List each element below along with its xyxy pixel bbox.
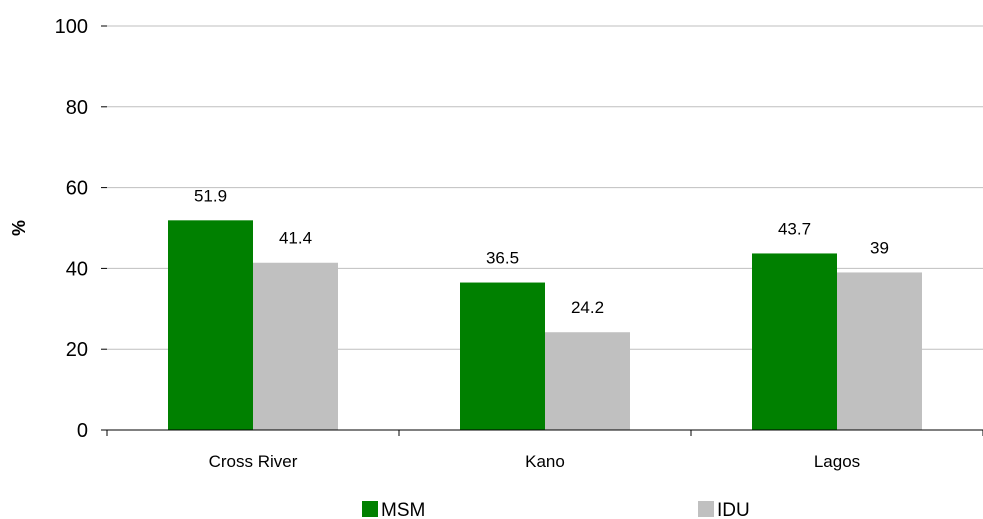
legend-label-msm: MSM	[381, 500, 425, 519]
legend-swatch-msm	[362, 501, 378, 517]
y-tick-label: 40	[66, 258, 88, 280]
y-tick-label: 60	[66, 178, 88, 200]
data-label: 41.4	[279, 229, 312, 248]
axes	[101, 25, 983, 436]
y-tick-label: 80	[66, 97, 88, 119]
bar-idu-cross-river	[253, 262, 338, 430]
data-label: 24.2	[571, 298, 604, 317]
y-axis-label: %	[9, 220, 29, 236]
legend-swatch-idu	[698, 501, 714, 517]
data-label: 43.7	[778, 219, 811, 238]
bar-msm-kano	[460, 282, 545, 430]
x-tick-label: Cross River	[209, 452, 298, 471]
bar-msm-lagos	[752, 253, 837, 430]
x-tick-labels: Cross River Kano Lagos	[209, 452, 861, 471]
x-tick-label: Kano	[525, 452, 565, 471]
bar-idu-lagos	[837, 272, 922, 430]
legend: MSM IDU	[362, 500, 750, 519]
x-tick-label: Lagos	[814, 452, 860, 471]
bar-idu-kano	[545, 332, 630, 430]
y-tick-label: 20	[66, 339, 88, 361]
data-label: 39	[870, 238, 889, 257]
bar-msm-cross-river	[168, 220, 253, 430]
legend-label-idu: IDU	[717, 500, 750, 519]
y-tick-labels: 0 20 40 60 80 100	[55, 16, 88, 442]
data-labels: 51.9 41.4 36.5 24.2 43.7 39	[194, 186, 889, 317]
bars	[168, 220, 922, 430]
data-label: 36.5	[486, 249, 519, 268]
y-tick-label: 0	[77, 420, 88, 442]
y-tick-label: 100	[55, 16, 88, 38]
data-label: 51.9	[194, 186, 227, 205]
